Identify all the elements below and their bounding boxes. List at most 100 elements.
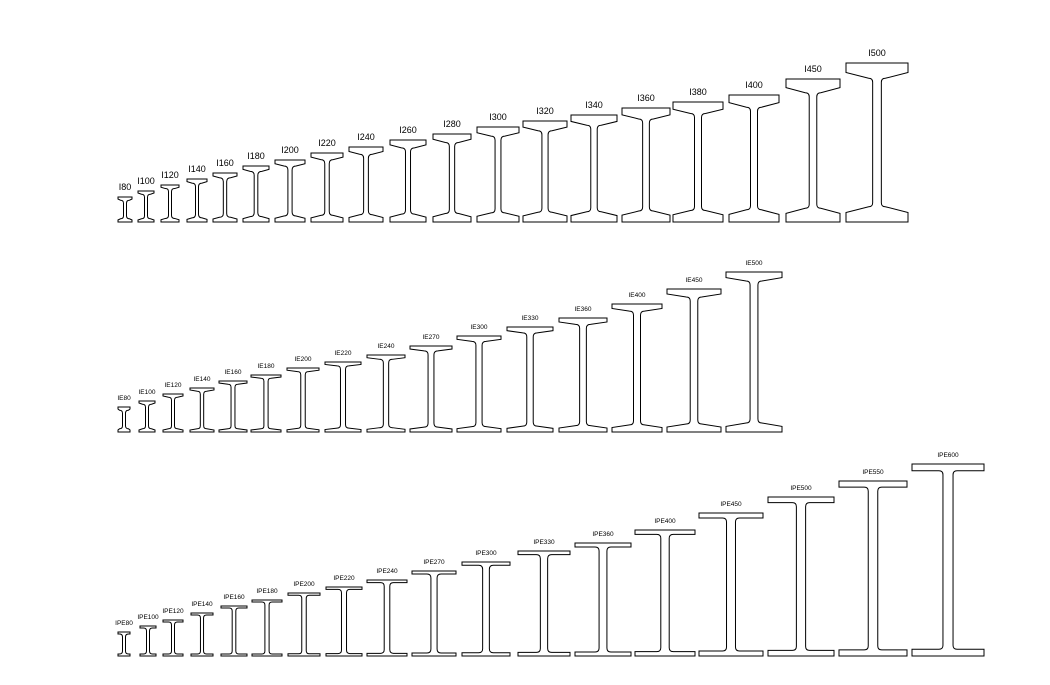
profile-label: IE80 (117, 395, 131, 402)
profile-label: IE160 (225, 369, 242, 376)
profile-label: IPE600 (937, 452, 959, 459)
profile-label: I220 (318, 138, 336, 148)
beam-profile (574, 542, 632, 657)
beam-profile (117, 196, 133, 223)
profile-label: I240 (357, 132, 375, 142)
beam-profile (767, 496, 835, 657)
beam-profile (189, 387, 215, 433)
profile-label: IPE270 (423, 559, 445, 566)
beam-profile (785, 78, 841, 223)
profile-label: I140 (188, 164, 206, 174)
beam-profile (558, 317, 608, 433)
profile-label: I340 (585, 100, 603, 110)
profile-label: I360 (637, 93, 655, 103)
beam-profile (517, 550, 571, 657)
profile-label: IPE220 (333, 575, 355, 582)
beam-profile (506, 326, 554, 433)
beam-profile (461, 561, 511, 657)
profile-label: IE180 (258, 363, 275, 370)
profile-label: I260 (399, 125, 417, 135)
profile-label: I300 (489, 112, 507, 122)
profile-label: I120 (161, 170, 179, 180)
profile-label: I160 (216, 158, 234, 168)
profile-label: IPE80 (115, 620, 133, 627)
beam-profile (286, 367, 320, 433)
profile-label: IPE160 (223, 594, 245, 601)
profile-label: IPE200 (293, 581, 315, 588)
profile-label: I400 (745, 80, 763, 90)
profile-label: IPE360 (592, 531, 614, 538)
beam-profile (251, 599, 283, 657)
beam-profile (366, 579, 408, 657)
beam-profile (348, 146, 384, 223)
beam-profile (476, 126, 520, 223)
beam-profile (725, 271, 783, 433)
profile-label: I450 (804, 64, 822, 74)
profile-label: IPE100 (137, 614, 159, 621)
beam-profile (432, 133, 472, 223)
profile-label: I200 (281, 145, 299, 155)
profile-label: IPE120 (162, 608, 184, 615)
profile-label: IE140 (194, 376, 211, 383)
beam-profile (728, 94, 780, 223)
profile-label: IE220 (335, 350, 352, 357)
beam-profile (250, 374, 282, 433)
profile-label: IPE180 (256, 588, 278, 595)
profile-label: IPE140 (191, 601, 213, 608)
profile-label: IE360 (575, 306, 592, 313)
beam-profile (389, 139, 427, 223)
beam-profile (672, 101, 724, 223)
beam-profile (409, 345, 453, 433)
beam-profile (621, 107, 671, 223)
beam-profile (325, 586, 363, 657)
profile-label: IE300 (471, 324, 488, 331)
profile-label: IPE240 (376, 568, 398, 575)
beam-profile (838, 480, 908, 657)
beam-profile (522, 120, 568, 223)
profile-label: IE400 (629, 292, 646, 299)
beam-profile (212, 172, 238, 223)
profile-label: IE100 (139, 389, 156, 396)
profile-label: I80 (119, 182, 132, 192)
beam-profile (666, 288, 722, 433)
profile-label: IPE300 (475, 550, 497, 557)
profile-label: IE270 (423, 334, 440, 341)
beam-profile (190, 612, 214, 657)
beam-profile (366, 354, 406, 433)
beam-profile (138, 400, 156, 433)
beam-profile (698, 512, 764, 657)
profile-label: IE450 (686, 277, 703, 284)
beam-profile (137, 190, 155, 223)
profile-label: IE330 (522, 315, 539, 322)
profile-label: I280 (443, 119, 461, 129)
beam-profile (456, 335, 502, 433)
profile-label: IPE550 (862, 469, 884, 476)
beam-profile (634, 529, 696, 657)
beam-profile (242, 165, 270, 223)
beam-profile (162, 619, 184, 657)
beam-profile (611, 303, 663, 433)
beam-profile (310, 152, 344, 223)
beam-profile (160, 184, 180, 223)
profile-label: IE240 (378, 343, 395, 350)
beam-profile (186, 178, 208, 223)
beam-profile (845, 62, 909, 223)
beam-profile (220, 605, 248, 657)
profile-label: I180 (247, 151, 265, 161)
beam-profile (411, 570, 457, 657)
profile-label: IE500 (746, 260, 763, 267)
beam-profile (274, 159, 306, 223)
profile-label: IPE330 (533, 539, 555, 546)
profile-label: IE200 (295, 356, 312, 363)
beam-profile (117, 406, 131, 433)
profile-label: IPE500 (790, 485, 812, 492)
beam-profile (324, 361, 362, 433)
beam-profile (117, 631, 131, 657)
beam-profile (911, 463, 985, 657)
profile-label: I500 (868, 48, 886, 58)
beam-profile (570, 114, 618, 223)
profile-label: I100 (137, 176, 155, 186)
profile-label: I380 (689, 87, 707, 97)
profile-label: I320 (536, 106, 554, 116)
